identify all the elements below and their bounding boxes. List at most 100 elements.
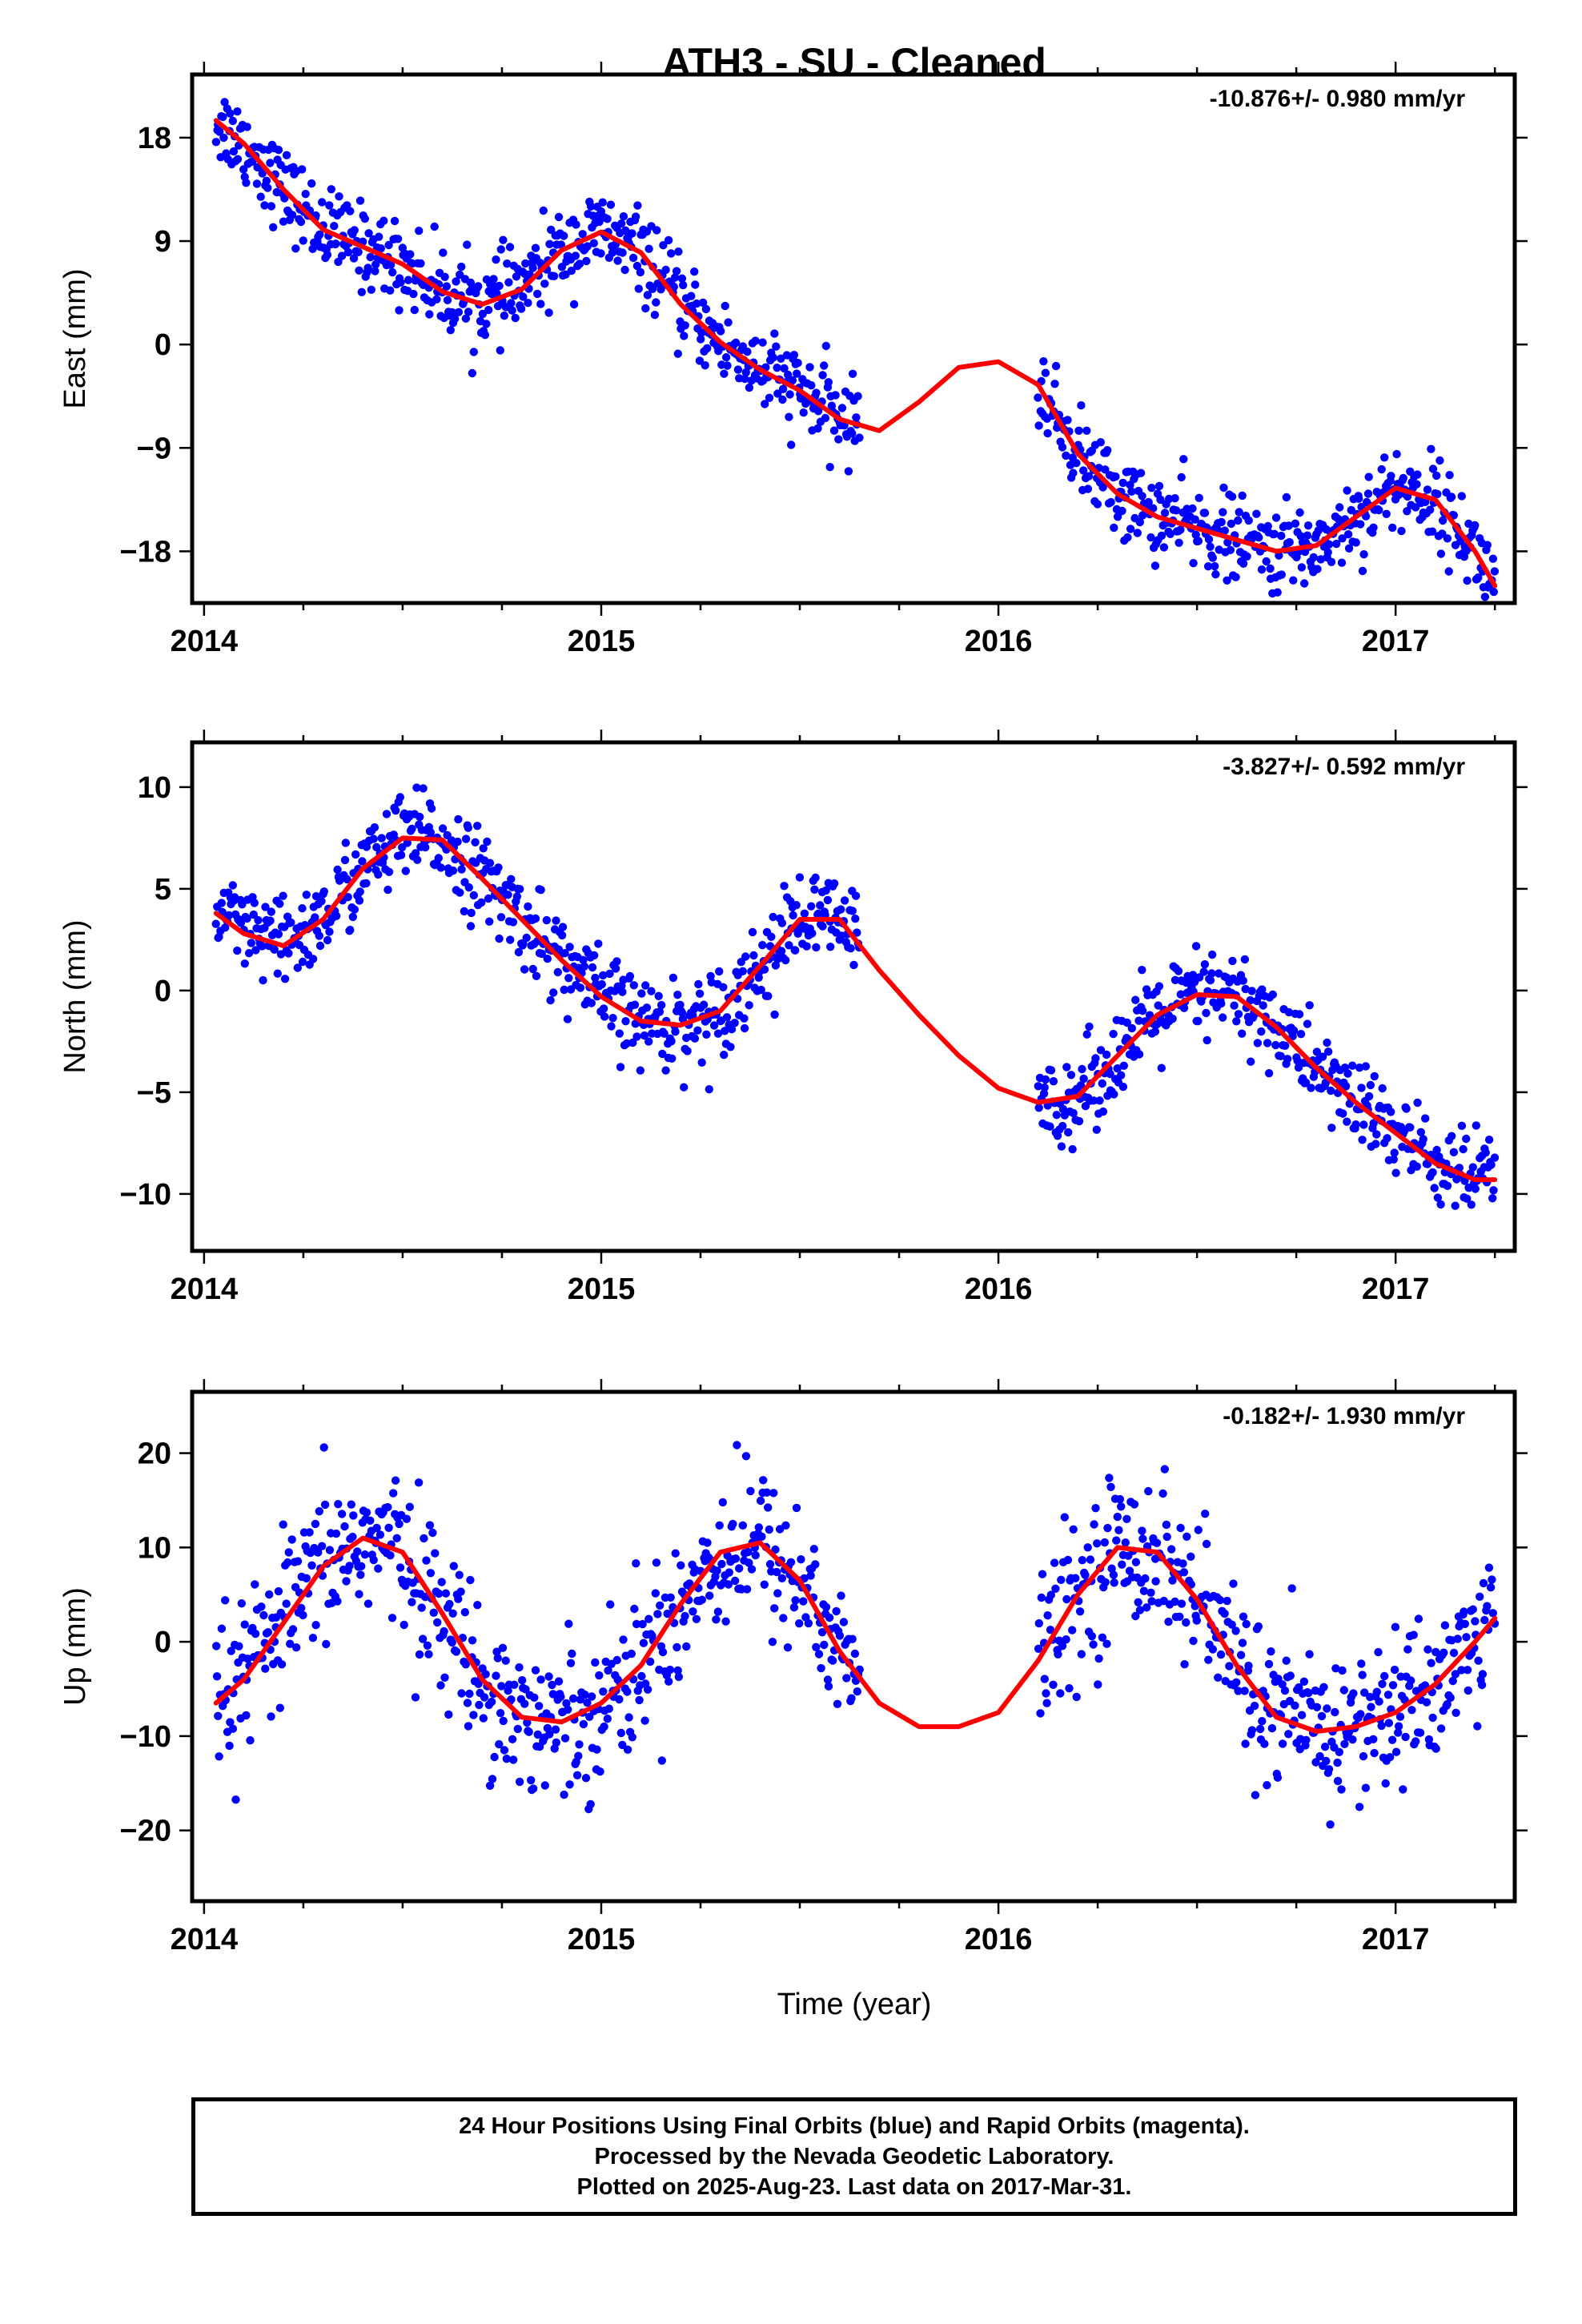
data-point — [701, 361, 709, 370]
data-point — [334, 1500, 343, 1509]
data-point — [495, 1739, 504, 1749]
data-point — [1157, 531, 1166, 541]
data-point — [673, 1642, 681, 1652]
data-point — [1207, 950, 1217, 959]
data-point — [1182, 1618, 1191, 1627]
data-point — [404, 275, 413, 284]
data-point — [1179, 1568, 1189, 1577]
data-point — [429, 1608, 438, 1618]
data-point — [1323, 1038, 1331, 1047]
data-point — [1113, 1512, 1122, 1522]
data-point — [506, 935, 515, 944]
data-point — [1335, 503, 1344, 512]
data-point — [1122, 1018, 1132, 1027]
data-point — [808, 929, 817, 938]
data-point — [1138, 492, 1146, 501]
data-point — [1133, 529, 1142, 537]
data-point — [233, 946, 242, 955]
data-point — [1034, 1104, 1043, 1112]
data-point — [1154, 982, 1164, 991]
data-point — [807, 902, 816, 911]
data-point — [813, 909, 823, 919]
x-tick-labels-up: 2014 2015 2016 2017 — [171, 1923, 1430, 1956]
data-point — [1118, 506, 1126, 516]
data-point — [1364, 1092, 1374, 1101]
data-point — [566, 1659, 576, 1667]
data-point — [520, 1699, 529, 1708]
data-point — [544, 308, 553, 317]
data-point — [1051, 1584, 1060, 1594]
data-point — [1096, 438, 1106, 447]
data-point — [1370, 1748, 1379, 1758]
data-point — [1407, 1676, 1415, 1685]
data-point — [635, 1695, 644, 1705]
data-point — [1403, 507, 1411, 516]
data-point — [568, 1694, 578, 1703]
data-point — [536, 300, 545, 308]
data-point — [853, 1687, 862, 1696]
data-point — [1215, 545, 1223, 554]
data-point — [315, 1507, 323, 1516]
data-point — [587, 999, 596, 1007]
data-point — [630, 1604, 639, 1614]
data-point — [1358, 1136, 1367, 1144]
data-point — [567, 266, 576, 275]
data-point — [1110, 1578, 1118, 1587]
data-point — [1344, 544, 1354, 553]
data-point — [440, 1626, 448, 1636]
data-point — [851, 915, 860, 923]
x-tick-label: 2015 — [568, 1923, 636, 1956]
data-point — [507, 875, 516, 884]
data-point — [1359, 550, 1368, 559]
data-point — [637, 1671, 646, 1681]
data-point — [1474, 1656, 1483, 1665]
data-point — [279, 217, 288, 226]
data-point — [265, 1590, 274, 1599]
data-point — [1372, 1687, 1382, 1696]
data-point — [298, 165, 307, 174]
data-point — [748, 927, 757, 937]
data-point — [337, 1510, 347, 1518]
data-point — [1149, 504, 1158, 513]
data-point — [812, 1642, 821, 1651]
data-point — [477, 898, 486, 907]
data-point — [258, 169, 267, 178]
data-point — [528, 1784, 538, 1793]
data-point — [291, 244, 300, 253]
data-point — [1320, 1743, 1330, 1751]
data-point — [599, 1687, 608, 1696]
data-point — [1324, 1047, 1333, 1056]
y-ticks-north — [179, 786, 1528, 1196]
data-point — [1428, 1713, 1437, 1723]
data-point — [393, 235, 403, 243]
data-point — [721, 1027, 729, 1035]
data-point — [682, 1642, 691, 1651]
data-point — [1291, 1701, 1299, 1710]
data-point — [730, 1576, 740, 1586]
data-point — [579, 1719, 588, 1729]
data-point — [785, 941, 793, 950]
data-point — [1151, 1577, 1160, 1586]
data-point — [228, 116, 237, 126]
data-point — [1186, 1552, 1195, 1562]
data-point — [299, 236, 307, 245]
data-point — [1295, 1010, 1304, 1019]
data-point — [615, 1029, 624, 1038]
x-axis-label: Time (year) — [777, 1988, 932, 2021]
data-point — [795, 873, 805, 882]
data-point — [1056, 1689, 1065, 1698]
data-point — [1360, 1688, 1369, 1697]
data-point — [333, 865, 342, 875]
data-point — [789, 351, 799, 360]
data-point — [846, 944, 855, 953]
data-point — [355, 896, 364, 905]
data-point — [1309, 553, 1319, 562]
data-point — [1263, 1781, 1271, 1790]
data-point — [1332, 539, 1341, 549]
data-point — [727, 1025, 737, 1034]
data-point — [831, 391, 840, 400]
rate-label-north: -3.827+/- 0.592 mm/yr — [1223, 754, 1465, 780]
data-point — [588, 963, 597, 972]
data-point — [1361, 512, 1371, 521]
data-point — [1214, 1673, 1223, 1682]
